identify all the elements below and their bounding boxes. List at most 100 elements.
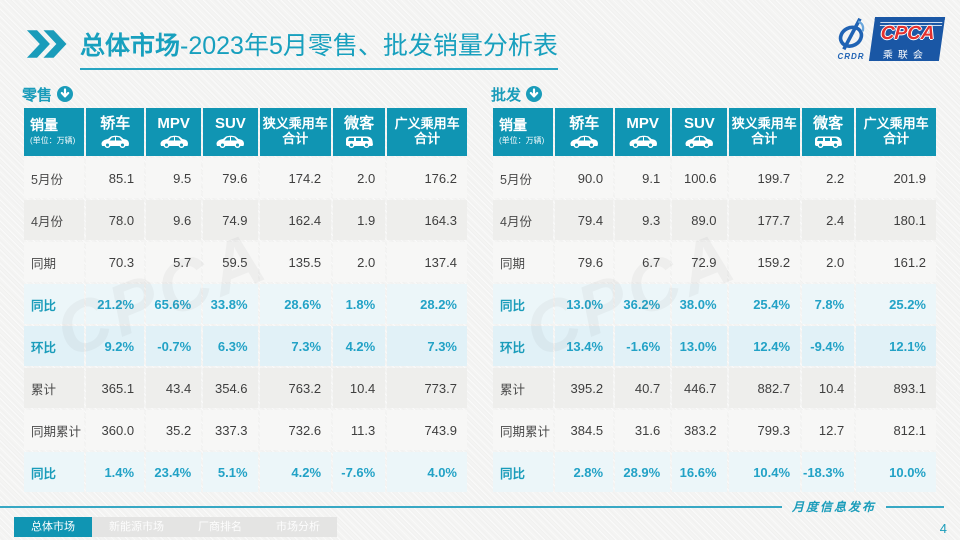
footer-tab-0[interactable]: 总体市场 <box>14 517 92 537</box>
table-row: 5月份 90.0 9.1 100.6 199.7 2.2 201.9 <box>493 158 936 198</box>
cell-value: 79.6 <box>555 242 614 282</box>
cell-value: 9.5 <box>146 158 202 198</box>
cell-value: 2.4 <box>802 200 855 240</box>
table-row: 同比 1.4% 23.4% 5.1% 4.2% -7.6% 4.0% <box>24 452 467 492</box>
cell-value: 161.2 <box>856 242 936 282</box>
row-label: 5月份 <box>24 158 85 198</box>
cell-value: 159.2 <box>728 242 801 282</box>
table-row: 同期 79.6 6.7 72.9 159.2 2.0 161.2 <box>493 242 936 282</box>
cell-value: 25.2% <box>856 284 936 324</box>
cell-value: -9.4% <box>802 326 855 366</box>
cpca-logo-subtext: 乘联会 <box>881 50 928 61</box>
cell-value: 383.2 <box>672 410 727 450</box>
row-label: 4月份 <box>24 200 85 240</box>
cell-value: 36.2% <box>615 284 671 324</box>
footer-tab-1[interactable]: 新能源市场 <box>92 517 181 537</box>
cell-value: 2.0 <box>802 242 855 282</box>
col-header-销量: 销量 (单位：万辆) <box>493 108 554 156</box>
col-header-mpv-icon: MPV <box>615 108 671 156</box>
table-row: 同期累计 360.0 35.2 337.3 732.6 11.3 743.9 <box>24 410 467 450</box>
cpca-logo-text: CPCA <box>880 23 936 44</box>
cell-value: 28.2% <box>387 284 467 324</box>
cell-value: 893.1 <box>856 368 936 408</box>
cell-value: 174.2 <box>259 158 332 198</box>
cell-value: 201.9 <box>856 158 936 198</box>
tables-area: 零售CPCA销量(单位：万辆)轿车MPVSUV狭义乘用车合计微客广义乘用车合计5… <box>22 84 938 494</box>
cell-value: 31.6 <box>615 410 671 450</box>
cell-value: 70.3 <box>86 242 145 282</box>
cell-value: 773.7 <box>387 368 467 408</box>
cell-value: 40.7 <box>615 368 671 408</box>
cell-value: 79.6 <box>203 158 258 198</box>
suv-icon <box>216 136 245 149</box>
cell-value: 74.9 <box>203 200 258 240</box>
col-header-狭义乘用车: 狭义乘用车 合计 <box>728 108 801 156</box>
cell-value: 162.4 <box>259 200 332 240</box>
mpv-icon <box>629 136 657 149</box>
footer-line-left <box>0 505 782 508</box>
cell-value: 176.2 <box>387 158 467 198</box>
footer-tab-2[interactable]: 厂商排名 <box>181 517 259 537</box>
col-header-mpv-icon: MPV <box>146 108 202 156</box>
section-label-retail: 零售 <box>22 86 53 104</box>
row-label: 同比 <box>493 452 554 492</box>
cell-value: 2.2 <box>802 158 855 198</box>
col-header-广义乘用车: 广义乘用车 合计 <box>856 108 936 156</box>
cell-value: 25.4% <box>728 284 801 324</box>
cell-value: 9.2% <box>86 326 145 366</box>
footer-line-right <box>886 505 944 508</box>
footer-tab-3[interactable]: 市场分析 <box>259 517 337 537</box>
retail-table-section: 零售CPCA销量(单位：万辆)轿车MPVSUV狭义乘用车合计微客广义乘用车合计5… <box>22 84 469 494</box>
cell-value: 1.9 <box>333 200 386 240</box>
table-row: 环比 13.4% -1.6% 13.0% 12.4% -9.4% 12.1% <box>493 326 936 366</box>
cell-value: 10.0% <box>856 452 936 492</box>
cell-value: 6.3% <box>203 326 258 366</box>
row-label: 4月份 <box>493 200 554 240</box>
cell-value: 5.7 <box>146 242 202 282</box>
cell-value: 9.6 <box>146 200 202 240</box>
cell-value: 7.8% <box>802 284 855 324</box>
cell-value: 85.1 <box>86 158 145 198</box>
cell-value: 12.1% <box>856 326 936 366</box>
cell-value: 16.6% <box>672 452 727 492</box>
cell-value: 43.4 <box>146 368 202 408</box>
cell-value: 799.3 <box>728 410 801 450</box>
crdr-logo-icon: CRDR <box>832 16 870 61</box>
cell-value: 1.4% <box>86 452 145 492</box>
cell-value: 38.0% <box>672 284 727 324</box>
cell-value: -0.7% <box>146 326 202 366</box>
table-row: 5月份 85.1 9.5 79.6 174.2 2.0 176.2 <box>24 158 467 198</box>
page-title-emphasis: 总体市场 <box>80 32 181 60</box>
table-row: 同期 70.3 5.7 59.5 135.5 2.0 137.4 <box>24 242 467 282</box>
row-label: 环比 <box>24 326 85 366</box>
table-row: 4月份 79.4 9.3 89.0 177.7 2.4 180.1 <box>493 200 936 240</box>
cell-value: 4.0% <box>387 452 467 492</box>
page-header: 总体市场-2023年5月零售、批发销量分析表 CRDR CPCA 乘联会 <box>26 16 946 74</box>
col-header-sedan-icon: 轿车 <box>555 108 614 156</box>
wholesale-table: 销量 (单位：万辆) 轿车 MPV SUV 狭义乘用车 合计 微客 广义乘用车 合计 5月份 90.0… <box>491 106 938 494</box>
footer-divider: 月度信息发布 <box>0 498 960 515</box>
cell-value: 360.0 <box>86 410 145 450</box>
section-label-wholesale: 批发 <box>491 86 522 104</box>
cell-value: 2.8% <box>555 452 614 492</box>
cell-value: -7.6% <box>333 452 386 492</box>
table-row: 同期累计 384.5 31.6 383.2 799.3 12.7 812.1 <box>493 410 936 450</box>
sedan-icon <box>570 136 599 149</box>
cell-value: 2.0 <box>333 242 386 282</box>
cell-value: 177.7 <box>728 200 801 240</box>
cell-value: 90.0 <box>555 158 614 198</box>
cell-value: 72.9 <box>672 242 727 282</box>
cell-value: 10.4 <box>802 368 855 408</box>
cell-value: 337.3 <box>203 410 258 450</box>
cell-value: 12.7 <box>802 410 855 450</box>
col-header-销量: 销量 (单位：万辆) <box>24 108 85 156</box>
cell-value: 7.3% <box>259 326 332 366</box>
cell-value: 199.7 <box>728 158 801 198</box>
cell-value: 446.7 <box>672 368 727 408</box>
col-header-minivan-icon: 微客 <box>333 108 386 156</box>
row-label: 同期 <box>24 242 85 282</box>
footer-note: 月度信息发布 <box>791 500 876 514</box>
circle-down-icon <box>57 86 74 102</box>
col-header-minivan-icon: 微客 <box>802 108 855 156</box>
sedan-icon <box>101 136 130 149</box>
